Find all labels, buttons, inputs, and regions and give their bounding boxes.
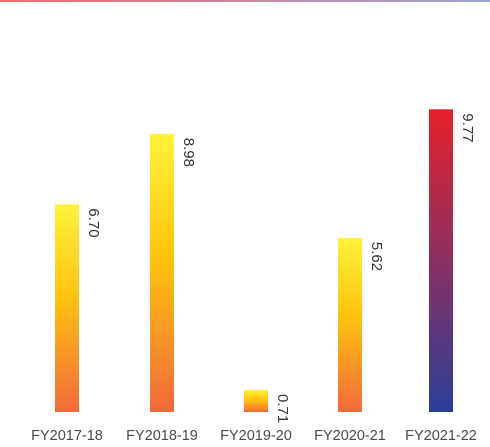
x-tick-label: FY2021-22 bbox=[405, 428, 477, 444]
x-tick-label: FY2019-20 bbox=[220, 428, 292, 444]
x-tick-label: FY2017-18 bbox=[31, 428, 103, 444]
value-label: 8.98 bbox=[180, 138, 197, 167]
value-label: 6.70 bbox=[85, 208, 102, 237]
value-label: 0.71 bbox=[274, 394, 291, 423]
bar-fy2018-19 bbox=[150, 133, 174, 413]
bar-fy2020-21 bbox=[338, 237, 362, 412]
top-rule bbox=[0, 0, 490, 2]
bar-fy2021-22 bbox=[429, 109, 453, 412]
bar-fy2017-18 bbox=[55, 204, 79, 412]
x-tick-label: FY2020-21 bbox=[314, 428, 386, 444]
value-label: 5.62 bbox=[368, 242, 385, 271]
value-label: 9.77 bbox=[459, 113, 476, 142]
x-tick-label: FY2018-19 bbox=[126, 428, 198, 444]
bar-fy2019-20 bbox=[244, 390, 268, 412]
